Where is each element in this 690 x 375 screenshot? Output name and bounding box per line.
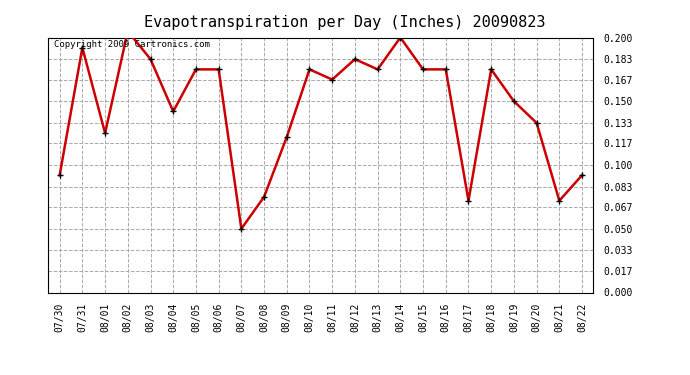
Text: Copyright 2009 Cartronics.com: Copyright 2009 Cartronics.com: [54, 40, 210, 49]
Text: Evapotranspiration per Day (Inches) 20090823: Evapotranspiration per Day (Inches) 2009…: [144, 15, 546, 30]
